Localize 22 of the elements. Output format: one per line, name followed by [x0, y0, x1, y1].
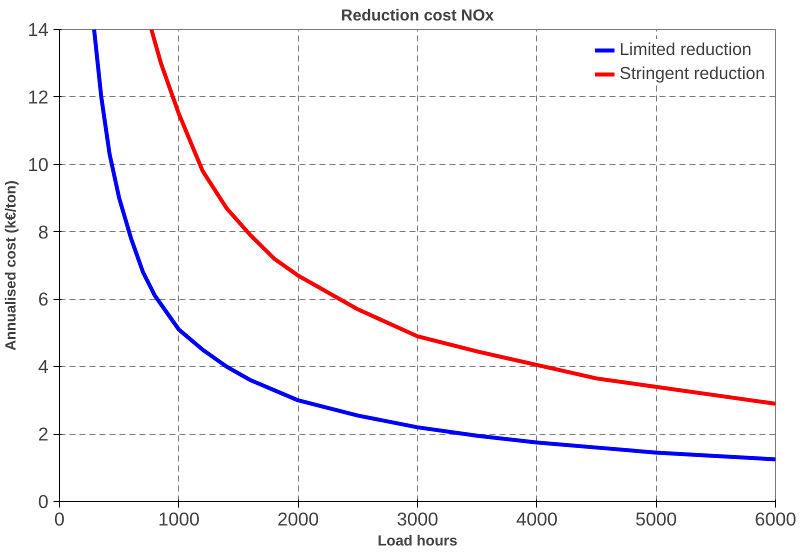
- y-tick-label: 12: [28, 86, 49, 108]
- x-tick-label: 0: [54, 508, 65, 530]
- x-tick-label: 3000: [396, 508, 438, 530]
- y-tick-label: 8: [38, 221, 49, 242]
- legend-label: Stringent reduction: [620, 63, 765, 84]
- x-tick-label: 1000: [158, 508, 200, 530]
- y-tick-label: 2: [38, 424, 49, 445]
- y-tick-label: 0: [38, 491, 49, 512]
- y-axis-title: Annualised cost (k€/ton): [4, 180, 20, 351]
- x-axis-title: Load hours: [378, 534, 458, 550]
- y-tick-label: 10: [28, 154, 49, 175]
- y-tick-label: 14: [28, 19, 49, 40]
- legend-label: Limited reduction: [620, 39, 752, 60]
- x-tick-label: 6000: [754, 508, 796, 530]
- x-tick-label: 5000: [635, 508, 677, 530]
- line-series: [149, 30, 776, 406]
- y-tick-label: 6: [38, 288, 49, 310]
- x-tick-label: 4000: [516, 508, 558, 530]
- chart-title: Reduction cost NOx: [341, 8, 494, 24]
- x-tick-label: 2000: [277, 508, 319, 530]
- line-series: [92, 30, 776, 462]
- y-tick-label: 4: [38, 356, 49, 378]
